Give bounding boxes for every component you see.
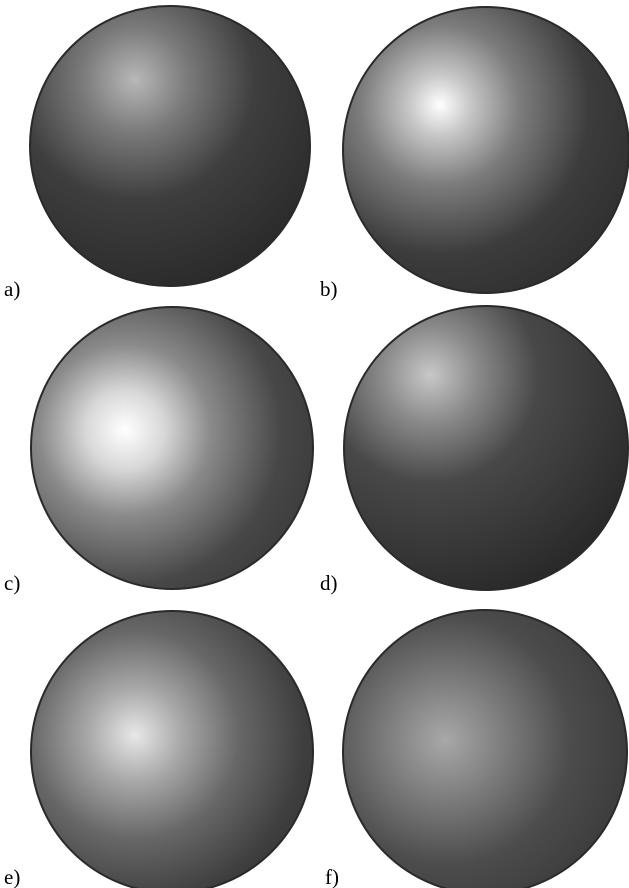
figure: a) b) c) d) e) f) xyxy=(0,0,629,888)
panel-label: e) xyxy=(4,865,20,888)
panel-label: b) xyxy=(320,277,338,301)
panel-label: a) xyxy=(4,277,20,301)
sphere xyxy=(343,610,627,888)
sphere xyxy=(30,6,310,286)
sphere xyxy=(31,307,313,589)
sphere xyxy=(343,7,629,293)
panel-label: f) xyxy=(325,865,339,888)
panel-label: c) xyxy=(4,571,20,595)
sphere xyxy=(31,611,313,888)
sphere xyxy=(344,306,628,590)
panel-label: d) xyxy=(320,571,338,595)
